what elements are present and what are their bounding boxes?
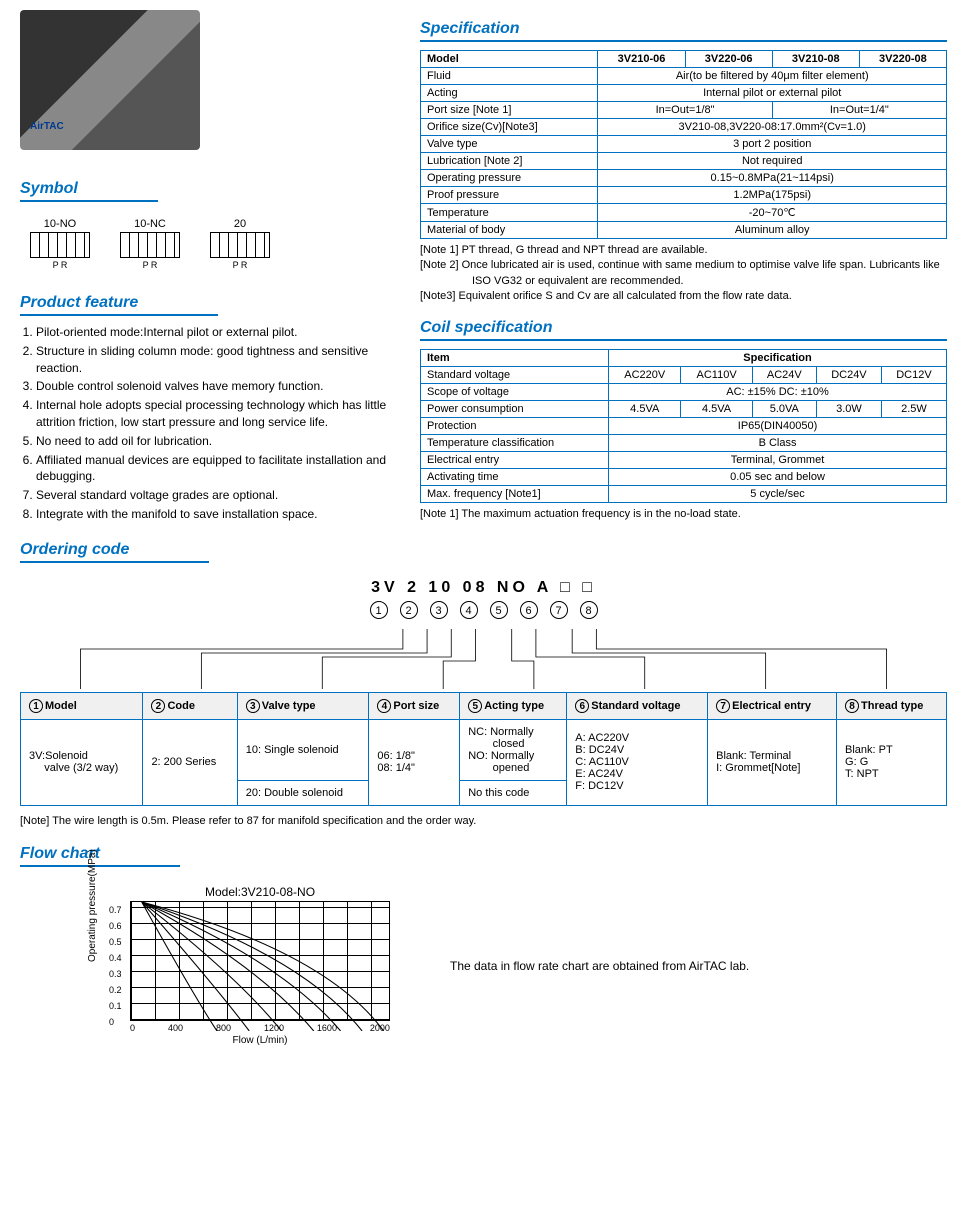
heading-spec: Specification [420,20,947,42]
symbol-row: 10-NO P R 10-NC P R 20 P R [30,218,390,270]
order-code: 3V 2 10 08 NO A □ □ [20,579,947,597]
sym-ports: P R [120,260,180,270]
heading-symbol: Symbol [20,180,158,202]
order-numbers: 12345678 [20,601,947,619]
heading-coil: Coil specification [420,319,947,341]
feature-item: Structure in sliding column mode: good t… [36,343,390,377]
coil-table: ItemSpecificationStandard voltageAC220VA… [420,349,947,503]
flow-model: Model:3V210-08-NO [130,885,390,899]
order-note: [Note] The wire length is 0.5m. Please r… [20,814,947,829]
sym-diagram [120,232,180,258]
sym-label: 20 [210,218,270,230]
sym-diagram [210,232,270,258]
heading-feature: Product feature [20,294,218,316]
flow-note: The data in flow rate chart are obtained… [450,959,749,973]
flow-yticks: 0.70.60.50.40.30.20.10 [109,902,122,1030]
sym-diagram [30,232,90,258]
flow-chart: Model:3V210-08-NO Operating pressure(MPa… [130,885,390,1046]
feature-item: Affiliated manual devices are equipped t… [36,452,390,486]
feature-item: Pilot-oriented mode:Internal pilot or ex… [36,324,390,341]
order-connectors [20,629,947,689]
heading-flow: Flow chart [20,845,180,867]
flow-curves [131,902,389,1031]
feature-item: Integrate with the manifold to save inst… [36,506,390,523]
sym-ports: P R [30,260,90,270]
feature-item: Several standard voltage grades are opti… [36,487,390,504]
feature-list: Pilot-oriented mode:Internal pilot or ex… [20,324,390,523]
flow-ylabel: Operating pressure(MPa) [87,849,98,962]
feature-item: No need to add oil for lubrication. [36,433,390,450]
feature-item: Double control solenoid valves have memo… [36,378,390,395]
coil-notes: [Note 1] The maximum actuation frequency… [420,507,947,522]
sym-label: 10-NO [30,218,90,230]
spec-notes: [Note 1] PT thread, G thread and NPT thr… [420,243,947,305]
feature-item: Internal hole adopts special processing … [36,397,390,431]
heading-order: Ordering code [20,541,209,563]
product-image [20,10,200,150]
spec-table: Model3V210-063V220-063V210-083V220-08Flu… [420,50,947,239]
flow-xlabel: Flow (L/min) [130,1035,390,1046]
sym-ports: P R [210,260,270,270]
order-table: 1Model2Code3Valve type4Port size5Acting … [20,692,947,806]
sym-label: 10-NC [120,218,180,230]
